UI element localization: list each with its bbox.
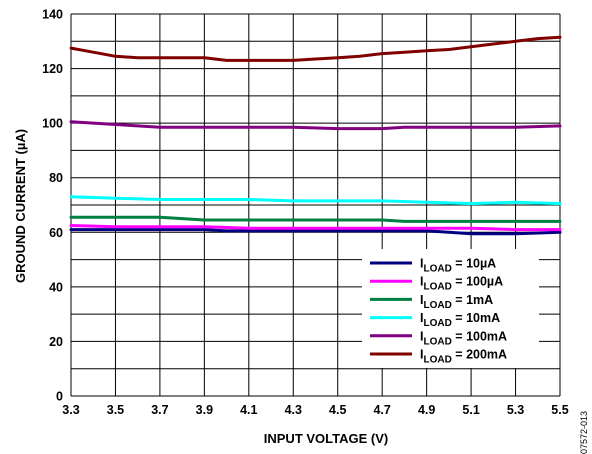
y-tick-label: 0 [56,390,63,404]
x-tick-label: 3.5 [107,403,124,417]
y-tick-label: 20 [49,335,63,349]
legend-label: ILOAD = 100mA [420,329,507,347]
legend-label: ILOAD = 200mA [420,348,507,366]
x-tick-label: 4.1 [240,403,257,417]
x-tick-labels: 3.3 3.5 3.7 3.9 4.1 4.3 4.5 4.7 4.9 5.1 5.3 5.5 [62,403,568,417]
series-line-3 [69,215,562,223]
series-line-5 [69,120,562,131]
x-axis-title: INPUT VOLTAGE (V) [264,431,388,446]
x-tick-label: 4.7 [373,403,390,417]
x-tick-label: 4.5 [329,403,346,417]
x-tick-label: 4.3 [285,403,302,417]
x-tick-label: 5.3 [507,403,524,417]
y-axis-title: GROUND CURRENT (µA) [13,129,28,283]
series-lines [69,35,562,236]
y-tick-label: 80 [49,171,63,185]
legend-label: ILOAD = 1mA [420,293,493,311]
x-tick-label: 3.7 [151,403,168,417]
x-tick-label: 3.3 [62,403,79,417]
series-line-1 [69,228,562,236]
y-tick-label: 100 [42,117,63,131]
x-tick-label: 5.1 [462,403,479,417]
legend-label: ILOAD = 100µA [420,275,503,293]
y-tick-label: 60 [49,226,63,240]
y-tick-label: 140 [42,8,63,22]
legend-label: ILOAD = 10µA [420,257,496,275]
y-tick-labels: 0 20 40 60 80 100 120 140 [42,8,63,404]
y-tick-label: 40 [49,280,63,294]
x-tick-label: 3.9 [196,403,213,417]
series-line-6 [69,35,562,62]
x-tick-label: 4.9 [418,403,435,417]
figure-id: 07572-013 [579,411,589,454]
series-line-2 [69,224,562,232]
series-line-4 [69,195,562,206]
x-tick-label: 5.5 [551,403,568,417]
y-tick-label: 120 [42,62,63,76]
legend-box [362,249,539,368]
grid [70,13,561,397]
legend-label: ILOAD = 10mA [420,311,500,329]
